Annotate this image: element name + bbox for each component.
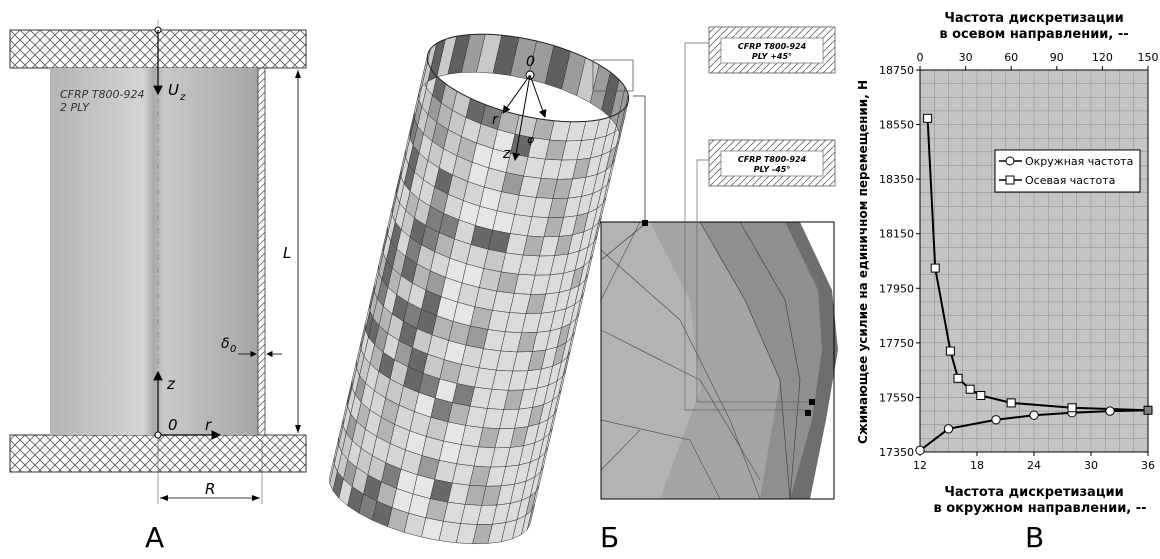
legend-marker-square	[1005, 175, 1015, 185]
material-label-2: 2 PLY	[60, 101, 90, 114]
point-circle	[1029, 410, 1039, 420]
point-square	[923, 113, 933, 123]
point-square	[930, 263, 940, 273]
z-label-b: z	[502, 146, 511, 162]
legend-label-1: Окружная частота	[1025, 155, 1133, 168]
zoom-inset-content	[600, 221, 838, 500]
bottom-axis-title-1: Частота дискретизации	[944, 485, 1123, 500]
x-bottom-tick-label: 12	[913, 459, 927, 472]
ply-plus45-label-2: PLY +45°	[752, 52, 792, 61]
top-axis-title-2: в осевом направлении, --	[939, 27, 1128, 42]
panel-b-fe-model: 0 r z φ CFRP T800-924 PLY +45°	[329, 26, 838, 554]
legend-label-2: Осевая частота	[1025, 174, 1115, 187]
point-square	[1067, 403, 1077, 413]
zoom-connector	[633, 95, 646, 222]
y-tick-label: 18550	[879, 119, 914, 132]
point-square	[965, 384, 975, 394]
z-label: z	[166, 375, 176, 393]
ply-minus45-inner	[720, 150, 824, 177]
ply2-leader	[696, 159, 812, 403]
fe-mesh	[329, 54, 629, 545]
x-top-tick-label: 120	[1092, 51, 1113, 64]
ply1-leader	[684, 42, 810, 411]
x-top-tick-label: 90	[1050, 51, 1064, 64]
y-tick-label: 18350	[879, 173, 914, 186]
y-tick-label: 17350	[879, 446, 914, 459]
L-label: L	[283, 244, 291, 262]
uz-label: U	[168, 81, 179, 99]
legend-box	[994, 149, 1141, 193]
plot-grid	[919, 69, 1149, 453]
x-bottom-tick-labels: 12 18 24 30 36	[913, 452, 1155, 472]
ply-plus45-inner	[720, 37, 824, 64]
R-label: R	[205, 480, 215, 498]
bottom-axis-title-2: в окружном направлении, --	[933, 501, 1146, 516]
x-bottom-tick-label: 18	[970, 459, 984, 472]
y-tick-label: 17750	[879, 337, 914, 350]
y-tick-label: 17950	[879, 282, 914, 295]
point-circle	[991, 415, 1001, 425]
wall-section	[257, 67, 266, 436]
zoom-marker-2	[809, 399, 815, 405]
zoom-inset-border	[600, 221, 835, 500]
cylinder-body	[50, 68, 258, 435]
phi-label-b: φ	[527, 133, 535, 146]
y-tick-labels: 17350 17550 17750 17950 18150 18350 18550 18750	[879, 64, 920, 459]
panel-c-chart: 1735017550177501795018150183501855018750…	[856, 11, 1159, 554]
material-label-1: CFRP T800-924	[60, 88, 144, 101]
x-top-tick-labels: 0 30 60 90 120 150	[917, 51, 1159, 70]
y-tick-label: 18750	[879, 64, 914, 77]
point-circle	[915, 445, 925, 456]
origin-point-a	[154, 431, 162, 439]
r-label: r	[205, 416, 212, 434]
r-label-b: r	[492, 112, 499, 128]
x-top-tick-label: 150	[1138, 51, 1159, 64]
zoom-source-box	[592, 59, 634, 92]
x-bottom-tick-label: 30	[1084, 459, 1098, 472]
origin-label-b: 0	[526, 54, 535, 70]
fe-element	[329, 457, 335, 484]
caption-a: А	[145, 521, 164, 554]
fe-top-rim	[426, 33, 630, 123]
ply-plus45-label-1: CFRP T800-924	[738, 42, 807, 51]
delta-label: δ	[221, 336, 230, 352]
point-square	[976, 391, 986, 401]
x-top-tick-label: 60	[1004, 51, 1018, 64]
y-axis-title: Сжимающее усилие на единичном перемещени…	[856, 80, 870, 444]
panel-a-cylinder-scheme: U z CFRP T800-924 2 PLY L δ 0 z r 0 R А	[9, 20, 307, 554]
point-square	[1006, 398, 1016, 408]
point-square	[945, 346, 955, 356]
top-axis-title-1: Частота дискретизации	[944, 11, 1123, 26]
caption-b: Б	[600, 521, 619, 554]
uz-sub-label: z	[179, 92, 186, 103]
point-circle	[1105, 406, 1115, 416]
ply-minus45-label-1: CFRP T800-924	[738, 155, 807, 164]
delta-sub-label: 0	[230, 344, 236, 355]
point-square	[953, 373, 963, 383]
caption-c: В	[1025, 521, 1044, 554]
legend-marker-circle	[1005, 156, 1015, 166]
origin-label-a: 0	[168, 416, 178, 434]
zoom-marker-1	[642, 220, 648, 226]
x-top-tick-label: 30	[959, 51, 973, 64]
fe-mesh-top-rim	[418, 33, 630, 140]
r-arrow-b	[502, 74, 531, 114]
zoom-marker-3	[805, 410, 811, 416]
z-arrow-b	[512, 74, 531, 161]
ply-minus45-label-2: PLY -45°	[754, 165, 791, 174]
point-square	[1143, 405, 1153, 415]
r-arrow-b2	[529, 74, 547, 118]
series-markers	[915, 113, 1153, 456]
x-top-tick-label: 0	[917, 51, 924, 64]
point-circle	[943, 424, 954, 434]
x-bottom-tick-label: 24	[1027, 459, 1041, 472]
x-bottom-tick-label: 36	[1141, 459, 1155, 472]
y-tick-label: 18150	[879, 228, 914, 241]
y-tick-label: 17550	[879, 391, 914, 404]
